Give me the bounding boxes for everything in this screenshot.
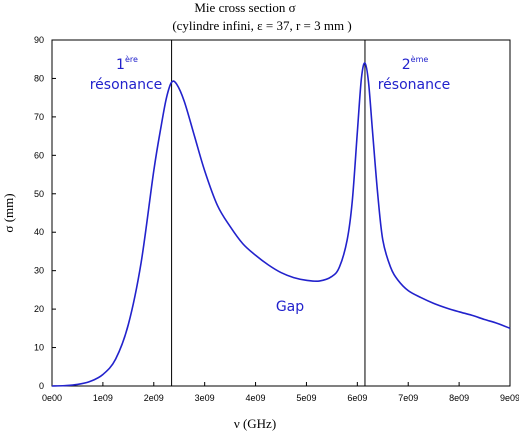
- y-tick-label: 60: [34, 150, 44, 160]
- y-tick-label: 40: [34, 227, 44, 237]
- chart-title: Mie cross section σ: [194, 0, 295, 15]
- annotation-second-resonance-number: 2: [402, 57, 411, 73]
- y-tick-label: 30: [34, 266, 44, 276]
- x-tick-label: 3e09: [195, 393, 215, 403]
- plot-area: 0e00 1e09 2e09 3e09 4e09 5e09 6e09 7e09 8e09 9e09…: [34, 35, 519, 403]
- svg-text:2ème: 2ème: [402, 54, 429, 73]
- resonance-markers: [171, 40, 366, 386]
- y-axis-label: σ (mm): [1, 193, 16, 232]
- x-tick-label: 0e00: [42, 393, 62, 403]
- y-axis-ticks: 0 10 20 30 40 50 60 70 80 90: [34, 35, 56, 391]
- annotation-first-resonance-superscript: ère: [125, 54, 138, 64]
- annotation-second-resonance-superscript: ème: [411, 54, 429, 64]
- x-tick-label: 7e09: [398, 393, 418, 403]
- svg-text:1ère: 1ère: [116, 54, 138, 73]
- annotation-first-resonance: 1ère résonance: [90, 54, 163, 93]
- y-tick-label: 50: [34, 189, 44, 199]
- y-tick-label: 20: [34, 304, 44, 314]
- x-tick-label: 2e09: [144, 393, 164, 403]
- x-tick-label: 6e09: [347, 393, 367, 403]
- y-tick-label: 0: [39, 381, 44, 391]
- annotation-first-resonance-number: 1: [116, 57, 125, 73]
- x-tick-label: 1e09: [93, 393, 113, 403]
- x-axis-ticks: 0e00 1e09 2e09 3e09 4e09 5e09 6e09 7e09 8e09 9e09: [42, 382, 519, 403]
- x-tick-label: 4e09: [246, 393, 266, 403]
- annotation-second-resonance: 2ème résonance: [378, 54, 451, 93]
- y-tick-label: 90: [34, 35, 44, 45]
- x-tick-label: 9e09: [500, 393, 519, 403]
- plot-frame: [51, 39, 511, 387]
- y-tick-label: 80: [34, 73, 44, 83]
- x-axis-label: ν (GHz): [234, 416, 276, 431]
- annotation-second-resonance-label: résonance: [378, 77, 451, 93]
- annotation-gap: Gap: [276, 299, 304, 315]
- cross-section-curve: [51, 62, 511, 387]
- chart-subtitle: (cylindre infini, ε = 37, r = 3 mm ): [172, 18, 351, 33]
- data-series: [51, 62, 511, 387]
- x-tick-label: 5e09: [296, 393, 316, 403]
- y-tick-label: 10: [34, 343, 44, 353]
- annotation-first-resonance-label: résonance: [90, 77, 163, 93]
- y-tick-label: 70: [34, 112, 44, 122]
- x-tick-label: 8e09: [449, 393, 469, 403]
